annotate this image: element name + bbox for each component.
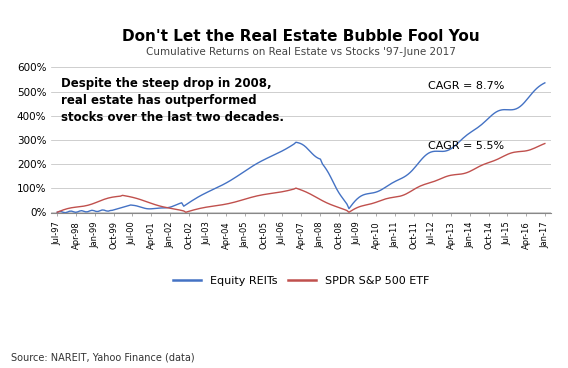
SPDR S&P 500 ETF [376,199,383,203]
Text: Source: NAREIT, Yahoo Finance (data): Source: NAREIT, Yahoo Finance (data) [11,353,195,362]
SPDR S&P 500 ETF [507,151,513,156]
Equity REITs [62,210,69,215]
Equity REITs [509,107,516,112]
SPDR S&P 500 ETF [131,196,138,200]
Text: Cumulative Returns on Real Estate vs Stocks '97-June 2017: Cumulative Returns on Real Estate vs Sto… [146,47,456,57]
Equity REITs [541,81,548,85]
SPDR S&P 500 ETF [74,205,81,209]
Line: Equity REITs: Equity REITs [57,83,545,213]
SPDR S&P 500 ETF [54,210,61,215]
Title: Don't Let the Real Estate Bubble Fool You: Don't Let the Real Estate Bubble Fool Yo… [122,29,480,44]
Equity REITs [133,204,140,208]
Text: CAGR = 8.7%: CAGR = 8.7% [428,81,505,91]
Equity REITs [76,209,83,213]
Equity REITs [221,182,228,186]
Equity REITs [54,210,61,215]
Text: CAGR = 5.5%: CAGR = 5.5% [428,141,504,151]
Legend: Equity REITs, SPDR S&P 500 ETF: Equity REITs, SPDR S&P 500 ETF [169,272,433,290]
SPDR S&P 500 ETF [219,202,226,207]
Line: SPDR S&P 500 ETF: SPDR S&P 500 ETF [57,144,545,212]
SPDR S&P 500 ETF [86,202,93,207]
SPDR S&P 500 ETF [541,141,548,146]
Equity REITs [89,208,95,212]
Text: Despite the steep drop in 2008,
real estate has outperformed
stocks over the las: Despite the steep drop in 2008, real est… [61,77,284,124]
Equity REITs [378,187,385,192]
